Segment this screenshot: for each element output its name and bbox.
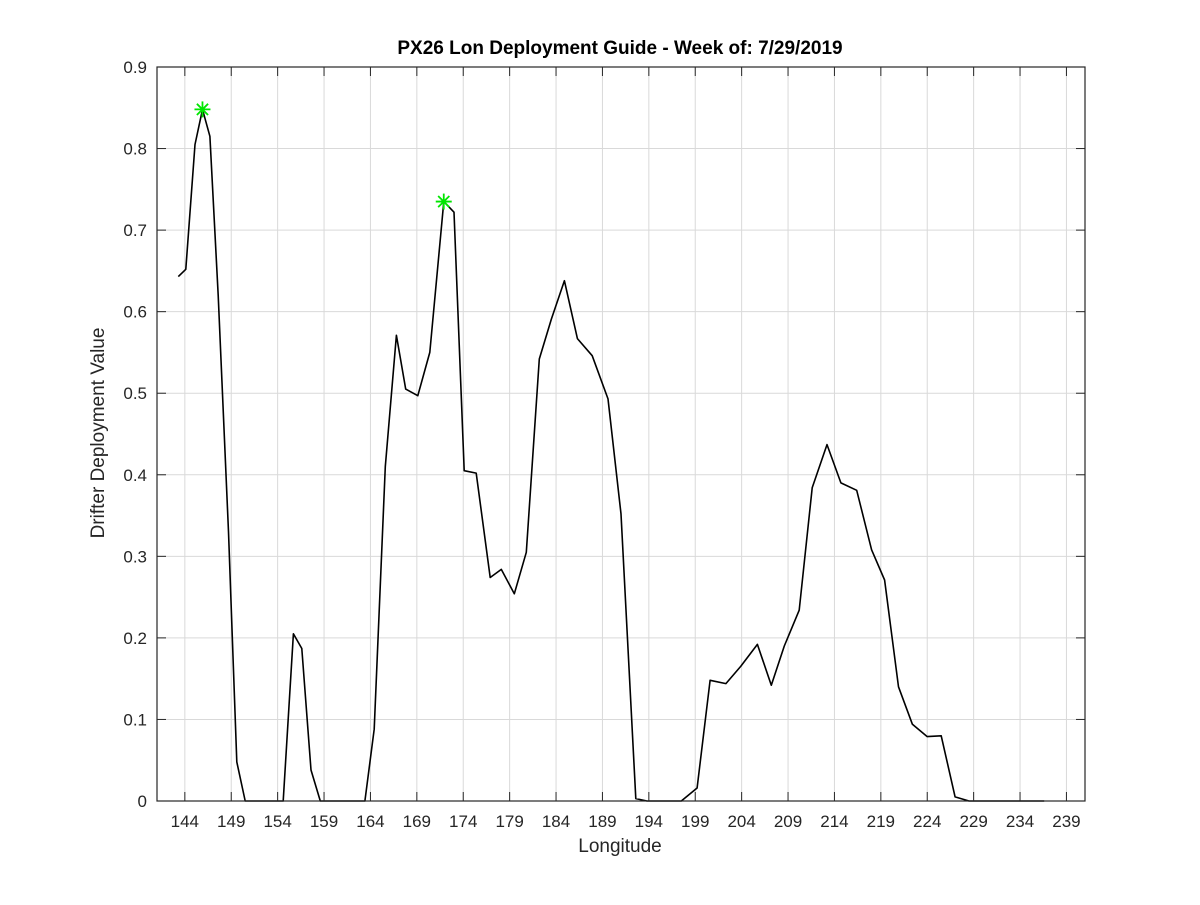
x-tick-label: 209 <box>774 812 802 831</box>
y-tick-label: 0.5 <box>123 384 147 403</box>
x-tick-label: 189 <box>588 812 616 831</box>
grid-lines <box>157 66 1085 802</box>
x-tick-label: 174 <box>449 812 477 831</box>
x-tick-label: 214 <box>820 812 848 831</box>
x-tick-label: 219 <box>867 812 895 831</box>
x-tick-label: 164 <box>356 812 384 831</box>
x-tick-label: 224 <box>913 812 941 831</box>
x-tick-label: 159 <box>310 812 338 831</box>
y-tick-label: 0.8 <box>123 140 147 159</box>
x-tick-label: 184 <box>542 812 570 831</box>
x-tick-label: 179 <box>495 812 523 831</box>
y-axis-label: Drifter Deployment Value <box>88 328 109 539</box>
y-tick-label: 0.1 <box>123 710 147 729</box>
x-tick-label: 199 <box>681 812 709 831</box>
y-tick-label: 0.7 <box>123 221 147 240</box>
axes: 144 149 154 159 164 169 174 179 184 189 194 199 204 2… <box>123 58 1086 831</box>
x-tick-label: 194 <box>635 812 663 831</box>
x-axis-label: Longitude <box>578 836 661 857</box>
y-tick-label: 0.4 <box>123 466 147 485</box>
marker-stroke <box>196 103 209 116</box>
x-tick-label: 144 <box>171 812 199 831</box>
axes-box <box>156 66 1086 802</box>
y-tick-label: 0.9 <box>123 58 147 77</box>
chart-title: PX26 Lon Deployment Guide - Week of: 7/2… <box>397 38 842 59</box>
peak-marker <box>194 101 211 118</box>
x-tick-label: 169 <box>403 812 431 831</box>
peak-marker <box>435 193 452 210</box>
x-tick-label: 154 <box>263 812 291 831</box>
y-tick-label: 0.6 <box>123 303 147 322</box>
y-tick-label: 0 <box>138 792 147 811</box>
marker-stroke <box>437 195 450 208</box>
x-tick-label: 229 <box>959 812 987 831</box>
y-tick-label: 0.3 <box>123 547 147 566</box>
x-tick-label: 149 <box>217 812 245 831</box>
x-tick-label: 234 <box>1006 812 1034 831</box>
y-tick-label: 0.2 <box>123 629 147 648</box>
x-tick-label: 204 <box>727 812 755 831</box>
x-tick-label: 239 <box>1052 812 1080 831</box>
